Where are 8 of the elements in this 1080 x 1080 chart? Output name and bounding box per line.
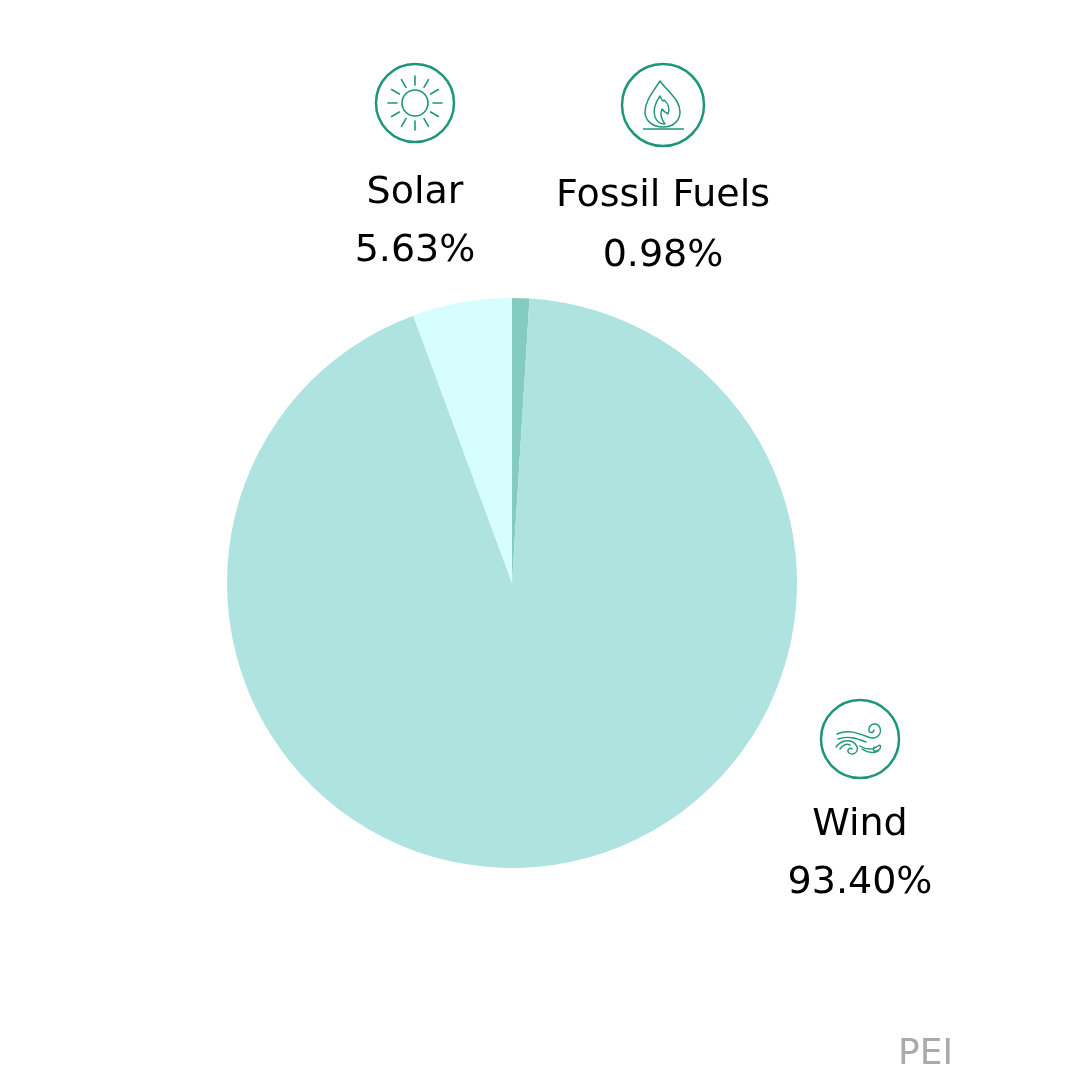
pie-slice — [413, 298, 512, 583]
text: PEI — [897, 1030, 953, 1074]
slice-label: Solar — [366, 168, 464, 212]
data-label: 93.40% — [787, 858, 933, 902]
slice-label: Wind — [812, 800, 908, 844]
slice-label: Fossil Fuels — [555, 171, 771, 215]
data-label: 5.63% — [354, 226, 476, 270]
data-label: 0.98% — [602, 231, 724, 275]
